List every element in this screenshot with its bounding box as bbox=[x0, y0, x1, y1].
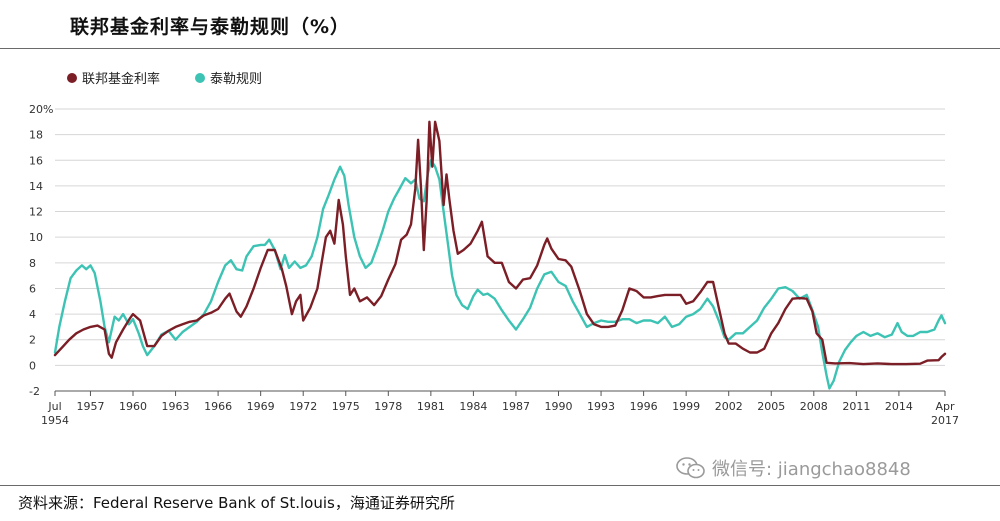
y-tick-label: 20% bbox=[29, 103, 53, 116]
x-tick-label: 1993 bbox=[587, 400, 615, 413]
watermark: 微信号: jiangchao8848 bbox=[676, 455, 911, 481]
legend: 联邦基金利率 泰勒规则 bbox=[67, 71, 262, 87]
footer-divider bbox=[0, 485, 1000, 486]
gridlines bbox=[55, 108, 945, 392]
legend-label-fed-funds: 联邦基金利率 bbox=[82, 71, 160, 87]
x-tick-label: Jul bbox=[47, 400, 61, 413]
y-tick-label: 14 bbox=[29, 180, 43, 193]
y-tick-label: 6 bbox=[29, 282, 36, 295]
y-tick-label: 8 bbox=[29, 257, 36, 270]
y-axis-ticks: 20% 18 16 14 12 10 8 6 4 2 0 -2 bbox=[29, 103, 53, 398]
legend-marker-fed-funds bbox=[67, 73, 77, 83]
y-tick-label: 16 bbox=[29, 154, 43, 167]
x-tick-label: 1957 bbox=[76, 400, 104, 413]
source-note: 资料来源：Federal Reserve Bank of St.louis，海通… bbox=[18, 494, 455, 512]
series-lines bbox=[53, 120, 947, 390]
title-divider bbox=[0, 48, 1000, 49]
y-tick-label: -2 bbox=[29, 385, 40, 398]
y-tick-label: 10 bbox=[29, 231, 43, 244]
x-tick-label-year: 2017 bbox=[931, 414, 959, 427]
watermark-text: 微信号: jiangchao8848 bbox=[712, 459, 911, 480]
x-tick-label: 2002 bbox=[715, 400, 743, 413]
x-tick-label: 1963 bbox=[162, 400, 190, 413]
legend-marker-taylor-rule bbox=[195, 73, 205, 83]
x-tick-label: 1978 bbox=[374, 400, 402, 413]
x-tick-label: 2008 bbox=[800, 400, 828, 413]
x-tick-label: 1969 bbox=[247, 400, 275, 413]
x-tick-label: 1990 bbox=[545, 400, 573, 413]
wechat-icon bbox=[676, 457, 705, 479]
x-tick-label: 1975 bbox=[332, 400, 360, 413]
x-tick-label: 1966 bbox=[204, 400, 232, 413]
y-tick-label: 4 bbox=[29, 308, 36, 321]
x-tick-label: 2011 bbox=[842, 400, 870, 413]
y-tick-label: 0 bbox=[29, 359, 36, 372]
y-tick-label: 12 bbox=[29, 206, 43, 219]
x-tick-label: 1999 bbox=[672, 400, 700, 413]
x-tick-label: 1972 bbox=[289, 400, 317, 413]
x-tick-label: 1960 bbox=[119, 400, 147, 413]
page-title: 联邦基金利率与泰勒规则（%） bbox=[70, 16, 351, 38]
x-tick-label: 1987 bbox=[502, 400, 530, 413]
legend-label-taylor-rule: 泰勒规则 bbox=[210, 72, 262, 87]
fed-funds-vs-taylor-chart: 联邦基金利率 泰勒规则 20% 18 16 14 12 10 8 6 4 2 0 -2 Jul1954… bbox=[29, 71, 959, 427]
fed-funds-rate-line bbox=[53, 120, 947, 366]
x-tick-label: 1981 bbox=[417, 400, 445, 413]
x-tick-label: 2014 bbox=[885, 400, 913, 413]
x-tick-label: 2005 bbox=[757, 400, 785, 413]
y-tick-label: 18 bbox=[29, 129, 43, 142]
x-tick-label: Apr bbox=[935, 400, 955, 413]
y-tick-label: 2 bbox=[29, 334, 36, 347]
x-tick-label: 1984 bbox=[459, 400, 487, 413]
x-tick-label: 1996 bbox=[630, 400, 658, 413]
taylor-rule-line bbox=[53, 159, 947, 390]
x-tick-label-year: 1954 bbox=[41, 414, 69, 427]
